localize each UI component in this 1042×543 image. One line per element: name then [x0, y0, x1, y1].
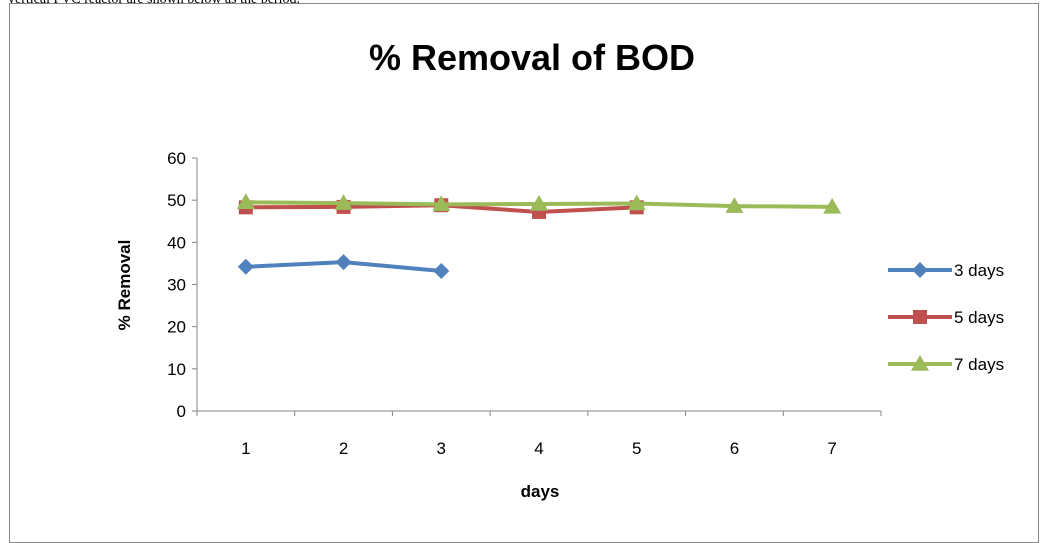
y-tick-label: 20	[167, 318, 186, 337]
data-point-7-days	[432, 195, 451, 212]
data-point-7-days	[530, 194, 548, 211]
legend-label: 5 days	[954, 308, 1004, 327]
legend-label: 7 days	[954, 355, 1004, 374]
y-tick-label: 50	[167, 191, 186, 210]
data-point-7-days	[823, 197, 842, 214]
legend-item-7-days: 7 days	[888, 355, 1004, 374]
data-point-3-days	[433, 263, 450, 280]
data-point-7-days	[725, 197, 744, 213]
legend: 3 days 5 days 7 days	[888, 261, 1004, 374]
y-axis-label: % Removal	[115, 240, 134, 331]
series-layer	[236, 193, 842, 280]
legend-marker	[911, 355, 929, 371]
data-point-7-days	[627, 194, 646, 211]
x-tick-label: 3	[437, 439, 446, 458]
y-tick-label: 60	[167, 149, 186, 168]
legend-marker	[912, 262, 928, 278]
data-point-3-days	[335, 254, 352, 271]
data-point-7-days	[334, 194, 353, 210]
x-axis-ticks: 1 2 3 4 5 6 7	[196, 411, 882, 458]
y-tick-label: 0	[177, 402, 186, 421]
series-7-days	[236, 193, 842, 214]
x-tick-label: 4	[534, 439, 543, 458]
legend-item-3-days: 3 days	[888, 261, 1004, 280]
x-tick-label: 1	[241, 439, 250, 458]
x-tick-label: 5	[632, 439, 641, 458]
legend-label: 3 days	[954, 261, 1004, 280]
y-tick-label: 30	[167, 276, 186, 295]
legend-marker	[913, 310, 927, 324]
x-tick-label: 2	[339, 439, 348, 458]
legend-item-5-days: 5 days	[888, 308, 1004, 327]
x-axis-label: days	[521, 482, 560, 501]
y-tick-label: 10	[167, 360, 186, 379]
data-point-3-days	[237, 258, 254, 275]
series-3-days	[237, 254, 450, 280]
y-axis-ticks: 0 10 20 30 40 50 60	[167, 149, 197, 421]
x-tick-label: 6	[730, 439, 739, 458]
chart-title: % Removal of BOD	[369, 37, 695, 78]
y-tick-label: 40	[167, 233, 186, 252]
chart-frame	[9, 3, 1039, 543]
data-point-7-days	[236, 193, 255, 210]
x-tick-label: 7	[827, 439, 836, 458]
